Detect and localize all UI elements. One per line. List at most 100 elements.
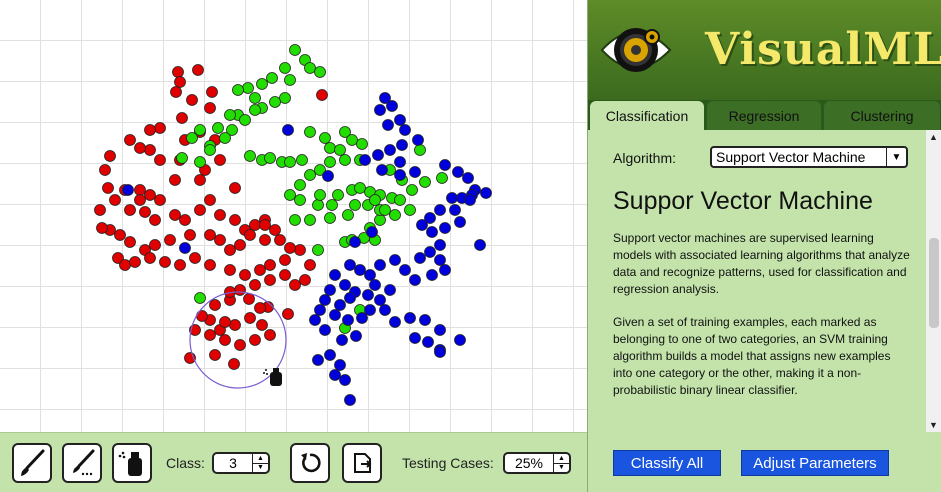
data-point-blue — [462, 172, 474, 184]
data-point-red — [264, 329, 276, 341]
data-point-green — [314, 189, 326, 201]
data-point-blue — [344, 292, 356, 304]
scatter-plot[interactable] — [0, 0, 587, 432]
class-label: Class: — [166, 455, 205, 471]
data-point-blue — [364, 269, 376, 281]
data-point-red — [159, 256, 171, 268]
data-point-green — [389, 209, 401, 221]
data-point-blue — [409, 274, 421, 286]
data-point-blue — [386, 100, 398, 112]
data-point-blue — [374, 104, 386, 116]
data-point-red — [249, 219, 261, 231]
data-point-red — [176, 112, 188, 124]
drawing-canvas[interactable] — [0, 0, 587, 432]
data-point-green — [394, 194, 406, 206]
classify-all-button[interactable]: Classify All — [613, 450, 721, 476]
increment-icon[interactable]: ▲ — [257, 454, 264, 462]
data-point-red — [259, 234, 271, 246]
data-point-red — [144, 144, 156, 156]
data-point-red — [234, 284, 246, 296]
data-point-green — [414, 144, 426, 156]
data-point-blue — [396, 139, 408, 151]
data-point-red — [234, 239, 246, 251]
data-point-red — [196, 310, 208, 322]
data-point-red — [304, 259, 316, 271]
data-point-red — [134, 184, 146, 196]
data-point-blue — [434, 254, 446, 266]
data-point-blue — [376, 164, 388, 176]
data-point-green — [186, 132, 198, 144]
adjust-parameters-button[interactable]: Adjust Parameters — [741, 450, 889, 476]
spray-brush-tool-button[interactable] — [62, 443, 102, 483]
scrollbar-thumb[interactable] — [929, 238, 939, 328]
data-point-red — [204, 259, 216, 271]
data-point-red — [139, 206, 151, 218]
data-point-green — [176, 152, 188, 164]
data-point-green — [314, 66, 326, 78]
data-point-red — [228, 358, 240, 370]
data-point-red — [154, 194, 166, 206]
data-point-green — [339, 154, 351, 166]
data-point-red — [124, 236, 136, 248]
data-point-red — [214, 234, 226, 246]
testing-cases-stepper[interactable]: 25% ▲ ▼ — [503, 452, 571, 474]
data-point-red — [174, 76, 186, 88]
data-point-red — [284, 242, 296, 254]
algorithm-label: Algorithm: — [613, 150, 677, 166]
content-scrollbar[interactable]: ▲ ▼ — [926, 130, 941, 432]
data-point-green — [304, 169, 316, 181]
data-point-blue — [369, 279, 381, 291]
tab-classification[interactable]: Classification — [590, 101, 704, 130]
data-point-green — [342, 209, 354, 221]
dropdown-arrow-icon[interactable]: ▼ — [886, 148, 906, 166]
data-point-green — [354, 182, 366, 194]
algorithm-content: Algorithm: Support Vector Machine ▼ Supp… — [588, 130, 926, 432]
data-point-green — [266, 72, 278, 84]
data-point-blue — [394, 114, 406, 126]
data-point-blue — [449, 204, 461, 216]
data-point-green — [194, 156, 206, 168]
data-point-red — [144, 189, 156, 201]
undo-button[interactable] — [290, 443, 330, 483]
data-point-red — [264, 274, 276, 286]
tab-clustering[interactable]: Clustering — [824, 101, 940, 130]
data-point-green — [324, 156, 336, 168]
data-point-green — [304, 214, 316, 226]
data-point-red — [144, 124, 156, 136]
data-point-green — [269, 96, 281, 108]
scroll-down-icon[interactable]: ▼ — [929, 420, 938, 430]
spray-can-tool-button[interactable] — [112, 443, 152, 483]
data-point-red — [134, 194, 146, 206]
algorithm-select[interactable]: Support Vector Machine ▼ — [710, 146, 908, 168]
data-point-red — [96, 222, 108, 234]
data-point-red — [174, 259, 186, 271]
data-point-blue — [439, 264, 451, 276]
class-stepper[interactable]: 3 ▲ ▼ — [212, 452, 270, 474]
increment-icon[interactable]: ▲ — [558, 454, 565, 462]
data-point-green — [294, 194, 306, 206]
data-point-green — [242, 82, 254, 94]
brush-cursor — [189, 291, 287, 389]
data-point-red — [229, 214, 241, 226]
spray-brush-icon — [73, 449, 95, 476]
data-point-blue — [426, 226, 438, 238]
data-point-blue — [374, 259, 386, 271]
data-point-blue — [384, 284, 396, 296]
brush-tool-button[interactable] — [12, 443, 52, 483]
data-point-blue — [419, 314, 431, 326]
data-point-green — [304, 126, 316, 138]
scroll-up-icon[interactable]: ▲ — [929, 132, 938, 142]
decrement-icon[interactable]: ▼ — [253, 462, 268, 473]
data-point-red — [204, 194, 216, 206]
data-point-blue — [339, 374, 351, 386]
data-point-green — [279, 62, 291, 74]
data-point-red — [192, 64, 204, 76]
clear-button[interactable] — [342, 443, 382, 483]
eye-gear-icon — [600, 28, 672, 72]
tab-regression[interactable]: Regression — [707, 101, 821, 130]
data-point-blue — [384, 144, 396, 156]
data-point-blue — [309, 314, 321, 326]
data-point-blue — [329, 309, 341, 321]
data-point-blue — [362, 289, 374, 301]
decrement-icon[interactable]: ▼ — [554, 462, 569, 473]
